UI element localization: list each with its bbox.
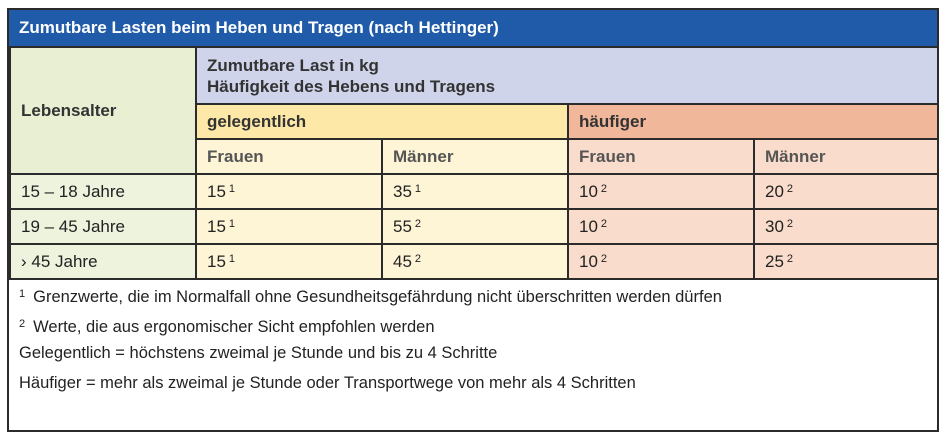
row-age: › 45 Jahre [9,243,197,280]
cell-value: 45 2 [381,243,569,280]
cell-value: 15 1 [195,208,383,245]
header-age: Lebensalter [9,46,197,175]
definition-frequent: Häufiger = mehr als zweimal je Stunde od… [19,373,636,392]
header-age-label: Lebensalter [21,100,117,120]
header-load-line1: Zumutbare Last in kg [207,55,379,75]
table-title: Zumutbare Lasten beim Heben und Tragen (… [9,10,937,46]
header-load-line2: Häufigkeit des Hebens und Tragens [207,76,496,96]
load-table: Lebensalter Zumutbare Last in kg Häufigk… [9,46,939,280]
row-age: 19 – 45 Jahre [9,208,197,245]
cell-value: 15 1 [195,173,383,210]
header-load: Zumutbare Last in kg Häufigkeit des Hebe… [195,46,939,105]
cell-value: 20 2 [753,173,939,210]
cell-value: 30 2 [753,208,939,245]
footnote-2: 2 Werte, die aus ergonomischer Sicht empf… [19,317,435,336]
header-occasional-women: Frauen [195,138,383,175]
definition-occasional: Gelegentlich = höchstens zweimal je Stun… [19,344,498,362]
footnote-1: 1 Grenzwerte, die im Normalfall ohne Gesu… [19,288,722,306]
header-frequent-women: Frauen [567,138,755,175]
header-occasional-men: Männer [381,138,569,175]
table-row: 15 – 18 Jahre 15 1 35 1 10 2 20 2 [9,173,939,210]
cell-value: 10 2 [567,243,755,280]
cell-value: 10 2 [567,208,755,245]
table-row: 19 – 45 Jahre 15 1 55 2 10 2 30 2 [9,208,939,245]
cell-value: 35 1 [381,173,569,210]
load-table-frame: Zumutbare Lasten beim Heben und Tragen (… [7,8,939,432]
cell-value: 55 2 [381,208,569,245]
table-row: › 45 Jahre 15 1 45 2 10 2 25 2 [9,243,939,280]
footnotes: 1 Grenzwerte, die im Normalfall ohne Gesu… [9,280,937,398]
cell-value: 10 2 [567,173,755,210]
row-age: 15 – 18 Jahre [9,173,197,210]
header-frequent: häufiger [567,103,939,140]
header-occasional: gelegentlich [195,103,569,140]
cell-value: 15 1 [195,243,383,280]
cell-value: 25 2 [753,243,939,280]
header-frequent-men: Männer [753,138,939,175]
